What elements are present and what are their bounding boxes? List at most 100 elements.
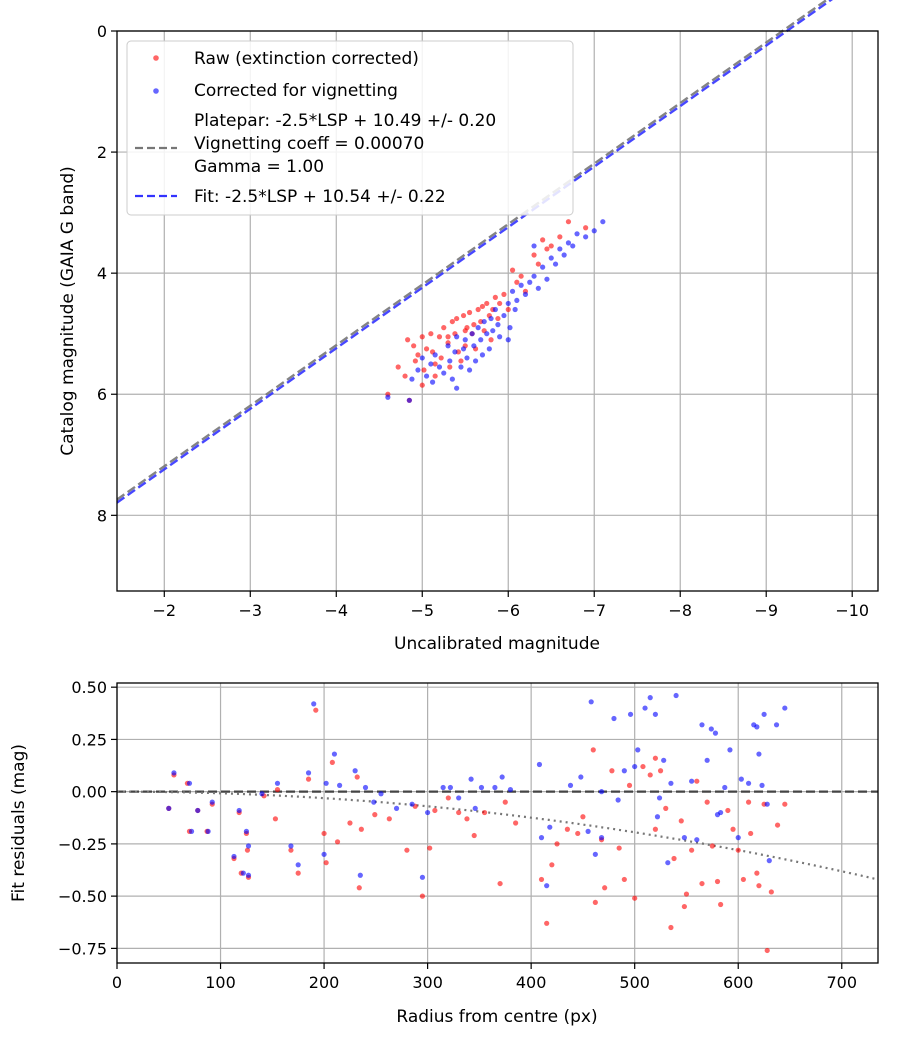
raw-data-point	[497, 300, 503, 307]
corrected-data-point	[512, 306, 518, 313]
corrected-data-point	[505, 337, 511, 343]
raw-data-point	[774, 822, 781, 828]
x-tick-label: −4	[324, 601, 348, 620]
corrected-data-point	[759, 782, 765, 788]
raw-data-point	[756, 883, 762, 889]
raw-data-point	[484, 300, 490, 307]
platepar-line	[116, 0, 829, 501]
raw-data-point	[432, 361, 438, 367]
corrected-data-point	[458, 364, 464, 370]
raw-data-point	[575, 830, 581, 837]
raw-data-point	[725, 807, 731, 814]
raw-data-point	[699, 880, 705, 887]
corrected-data-point	[305, 770, 312, 776]
y-tick-label: −0.50	[58, 887, 107, 906]
raw-data-point	[347, 820, 353, 826]
raw-data-point	[632, 895, 638, 901]
raw-data-point	[714, 878, 721, 885]
corrected-data-point	[507, 786, 514, 793]
corrected-data-point	[481, 318, 487, 325]
corrected-data-point	[231, 853, 237, 860]
raw-data-point	[748, 830, 754, 837]
corrected-data-point	[652, 711, 658, 717]
y-tick-label: 2	[97, 143, 107, 162]
bottom-plot-frame	[116, 682, 879, 964]
raw-data-point	[652, 826, 658, 832]
raw-data-point	[549, 862, 555, 868]
corrected-data-point	[548, 255, 554, 261]
corrected-data-point	[745, 780, 752, 786]
raw-data-point	[502, 799, 508, 805]
raw-data-point	[668, 924, 674, 931]
y-tick-label: 6	[97, 385, 107, 404]
top-fit-lines	[116, 0, 833, 504]
corrected-data-point	[552, 261, 559, 267]
y-tick-label: −0.25	[58, 835, 107, 854]
raw-data-point	[334, 839, 341, 845]
raw-data-point	[386, 816, 392, 822]
raw-data-point	[704, 799, 710, 805]
raw-data-point	[321, 830, 327, 837]
corrected-data-point	[166, 805, 172, 811]
corrected-data-point	[385, 394, 391, 400]
corrected-data-point	[574, 231, 580, 237]
raw-data-point	[592, 899, 598, 906]
corrected-data-point	[522, 291, 529, 297]
corrected-data-point	[445, 343, 451, 349]
raw-data-point	[441, 325, 447, 331]
corrected-data-point	[371, 799, 377, 805]
raw-data-point	[602, 885, 608, 891]
raw-data-point	[447, 364, 453, 370]
y-tick-label: −0.75	[58, 939, 107, 958]
corrected-data-point	[259, 791, 265, 797]
raw-data-point	[544, 920, 550, 926]
raw-data-point	[313, 707, 319, 713]
corrected-data-point	[323, 780, 329, 786]
top-corrected-points	[385, 219, 606, 403]
corrected-data-point	[472, 358, 479, 364]
corrected-data-point	[540, 264, 546, 270]
raw-data-point	[754, 870, 760, 876]
legend-marker-raw	[153, 55, 159, 61]
corrected-data-point	[654, 814, 661, 820]
corrected-data-point	[598, 789, 605, 795]
raw-data-point	[404, 847, 410, 853]
raw-data-point	[462, 328, 468, 334]
top-plot-frame	[116, 30, 879, 592]
raw-data-point	[274, 786, 281, 793]
corrected-data-point	[419, 355, 425, 361]
raw-data-point	[514, 279, 520, 285]
corrected-data-point	[544, 276, 550, 282]
corrected-data-point	[492, 784, 498, 791]
corrected-data-point	[471, 343, 477, 349]
corrected-data-point	[428, 361, 434, 367]
raw-data-point	[305, 776, 312, 782]
corrected-data-point	[661, 757, 667, 763]
corrected-data-point	[718, 809, 724, 816]
corrected-data-point	[419, 874, 426, 880]
corrected-data-point	[756, 751, 762, 757]
corrected-data-point	[321, 851, 327, 857]
raw-data-point	[488, 337, 494, 343]
raw-data-point	[405, 337, 411, 343]
raw-data-point	[501, 291, 507, 297]
raw-data-point	[479, 303, 486, 310]
corrected-data-point	[531, 273, 537, 279]
corrected-data-point	[766, 858, 772, 864]
raw-data-point	[356, 885, 362, 891]
corrected-data-point	[352, 768, 358, 774]
raw-data-point	[402, 373, 408, 379]
y-tick-label: 8	[97, 506, 107, 525]
corrected-data-point	[188, 828, 195, 834]
corrected-data-point	[478, 337, 484, 343]
corrected-data-point	[495, 322, 501, 328]
corrected-data-point	[311, 701, 317, 707]
corrected-data-point	[565, 240, 572, 246]
corrected-data-point	[699, 722, 705, 728]
x-tick-label: −3	[238, 601, 262, 620]
corrected-data-point	[591, 228, 597, 234]
corrected-data-point	[240, 870, 246, 876]
corrected-data-point	[492, 306, 498, 313]
x-tick-label: 500	[619, 973, 650, 992]
corrected-data-point	[423, 373, 430, 379]
